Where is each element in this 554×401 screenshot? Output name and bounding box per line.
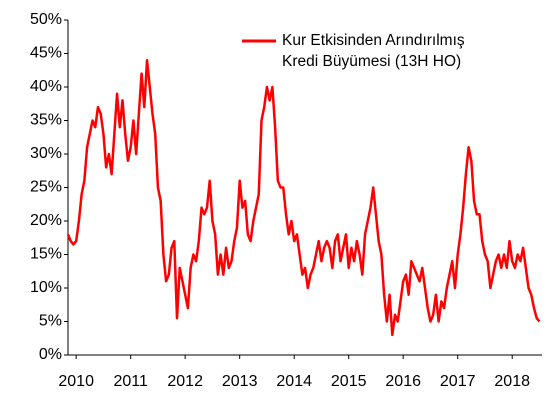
x-tick-label: 2014 — [276, 373, 312, 390]
y-tick-label: 0% — [39, 346, 62, 363]
y-tick-label: 20% — [30, 212, 62, 229]
data-line — [66, 58, 541, 337]
y-tick-label: 5% — [39, 313, 62, 330]
x-tick-label: 2016 — [385, 373, 421, 390]
y-tick-label: 40% — [30, 78, 62, 95]
x-tick-label: 2010 — [58, 373, 94, 390]
y-tick-label: 30% — [30, 145, 62, 162]
x-tick-label: 2015 — [331, 373, 367, 390]
y-tick-label: 45% — [30, 45, 62, 62]
x-tick-label: 2012 — [167, 373, 203, 390]
y-tick-label: 10% — [30, 279, 62, 296]
x-tick-label: 2018 — [494, 373, 530, 390]
x-tick-label: 2013 — [222, 373, 258, 390]
y-tick-label: 35% — [30, 112, 62, 129]
y-tick-label: 15% — [30, 246, 62, 263]
y-tick-label: 25% — [30, 179, 62, 196]
x-tick-label: 2017 — [440, 373, 476, 390]
legend-label: Kur Etkisinden Arındırılmış Kredi Büyüme… — [282, 32, 465, 70]
x-tick-label: 2011 — [113, 373, 148, 390]
y-tick-label: 50% — [30, 11, 62, 28]
